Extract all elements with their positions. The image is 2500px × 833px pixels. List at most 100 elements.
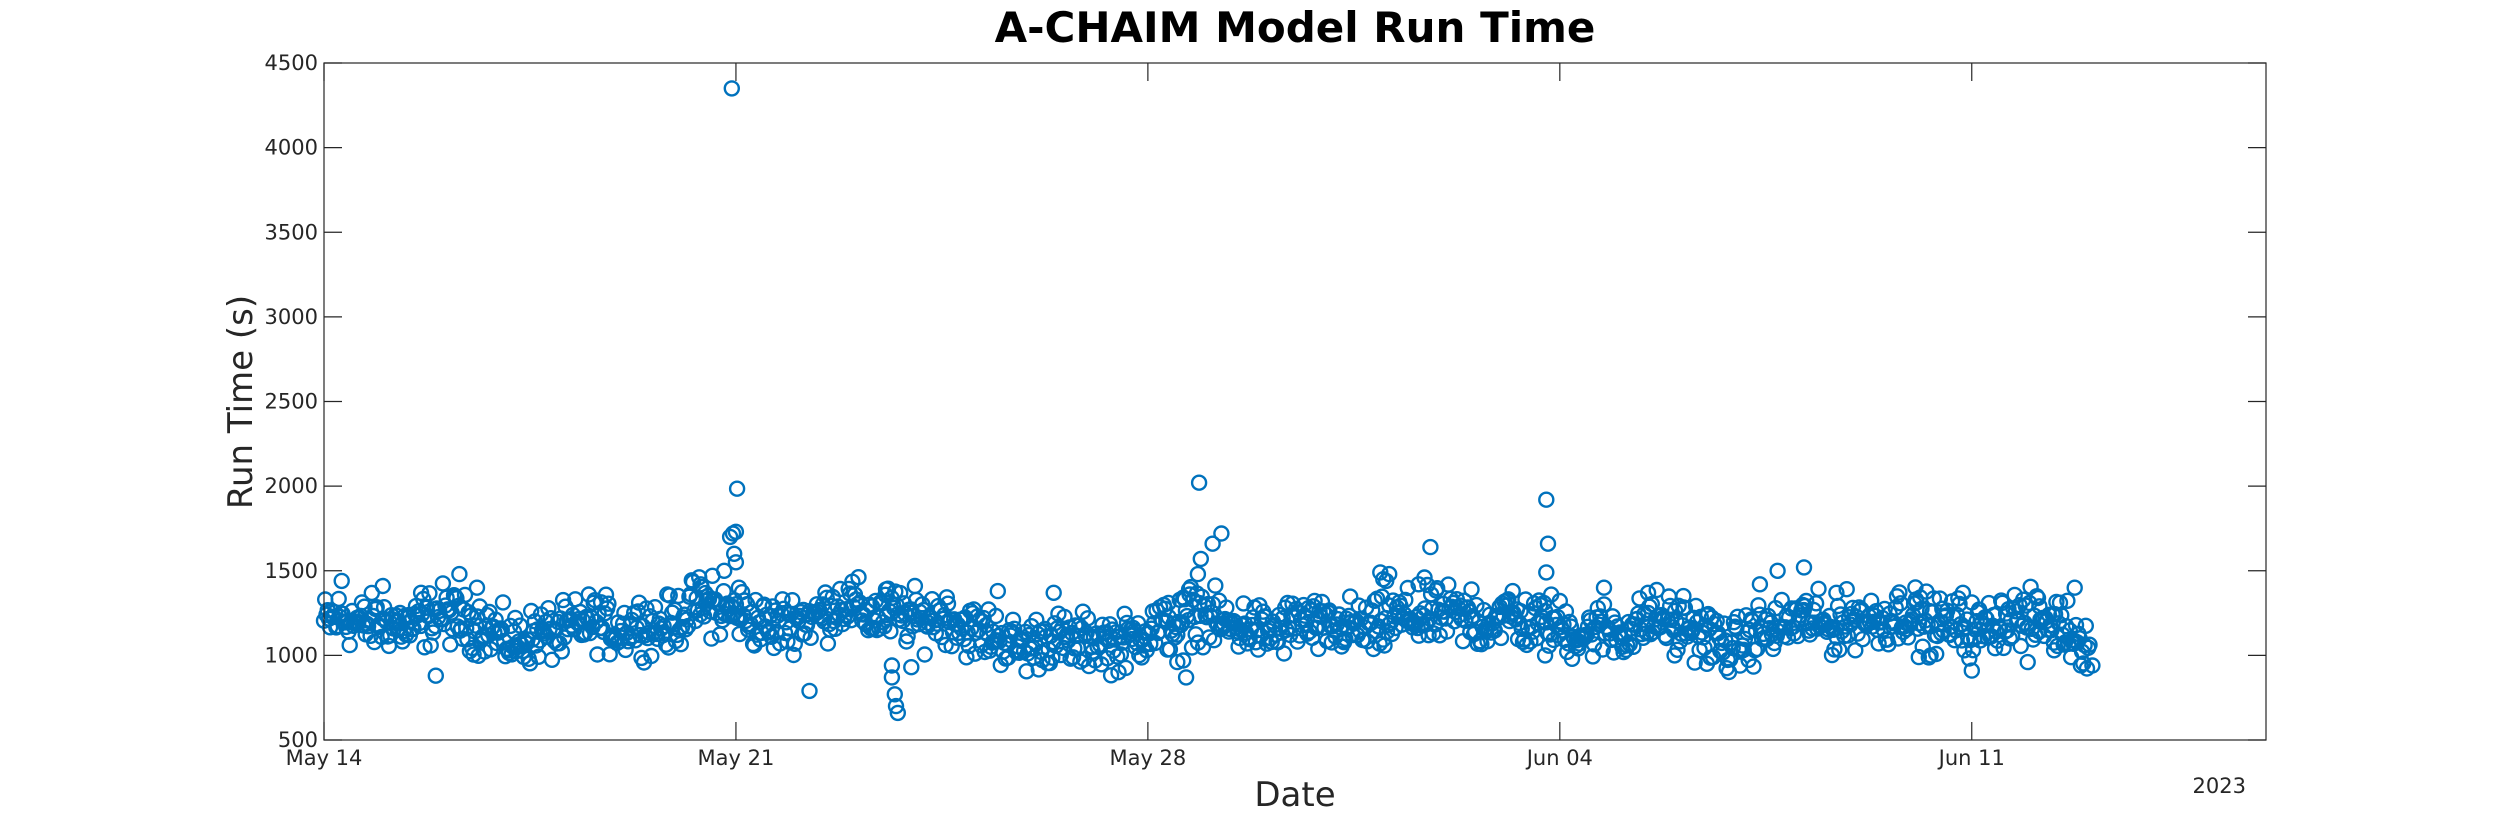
data-point <box>1750 597 1767 614</box>
data-point <box>1751 576 1769 593</box>
data-point <box>1102 667 1120 684</box>
data-point <box>1538 564 1555 581</box>
data-point <box>2081 636 2098 653</box>
data-point <box>1639 584 1657 601</box>
data-point <box>958 649 975 666</box>
data-point <box>1235 595 1252 612</box>
data-point <box>1146 634 1164 652</box>
data-point <box>1341 588 1359 605</box>
x-tick-label: May 14 <box>286 746 363 770</box>
data-point <box>1922 647 1939 664</box>
data-point <box>1887 599 1904 616</box>
data-point <box>523 602 540 620</box>
data-point <box>512 617 529 634</box>
data-point <box>1585 636 1603 653</box>
data-point <box>1907 591 1925 608</box>
data-point <box>1724 639 1741 657</box>
data-point <box>1177 669 1195 686</box>
data-point <box>2066 579 2083 596</box>
data-point <box>333 572 350 590</box>
data-point <box>1428 580 1446 597</box>
data-point <box>589 646 606 663</box>
data-point <box>1504 582 1521 600</box>
data-point <box>374 577 391 595</box>
data-point <box>2059 592 2076 609</box>
x-tick-label: Jun 11 <box>1937 746 2005 770</box>
data-point <box>468 579 486 596</box>
data-point <box>850 569 867 586</box>
data-point <box>785 646 802 664</box>
data-point <box>802 629 819 646</box>
year-label: 2023 <box>2193 774 2246 798</box>
data-point <box>882 623 899 640</box>
data-point <box>1123 630 1141 648</box>
data-point <box>1545 631 1562 649</box>
data-point <box>1773 591 1790 609</box>
data-point <box>1160 594 1177 612</box>
x-axis-label: Date <box>1254 775 1335 815</box>
x-axis-ticks: May 14 May 21 May 28 Jun 04 Jun 11 <box>286 63 2005 770</box>
data-point <box>1954 584 1972 601</box>
data-point <box>1838 581 1855 598</box>
data-point <box>1492 629 1510 647</box>
data-point <box>1230 638 1247 655</box>
data-point <box>2001 630 2019 647</box>
data-points <box>315 80 2101 722</box>
data-point <box>1595 579 1613 596</box>
data-point <box>1594 641 1611 658</box>
data-point <box>661 587 678 604</box>
data-point <box>889 704 906 722</box>
data-point <box>556 629 573 646</box>
data-point <box>1643 595 1661 613</box>
data-point <box>906 577 924 595</box>
data-point <box>421 585 438 602</box>
data-point <box>2051 594 2069 611</box>
data-point <box>832 580 849 598</box>
data-point <box>600 595 617 612</box>
data-point <box>462 607 480 624</box>
data-point <box>692 576 709 593</box>
data-point <box>1831 641 1848 658</box>
data-point <box>434 575 452 592</box>
data-point <box>801 682 818 700</box>
data-point <box>711 626 729 643</box>
data-point <box>601 646 618 663</box>
data-point <box>1052 646 1070 664</box>
data-point <box>1190 474 1208 491</box>
data-point <box>899 628 916 645</box>
y-tick-label: 2000 <box>265 474 318 498</box>
data-point <box>2057 618 2075 635</box>
y-tick-label: 3000 <box>265 305 318 329</box>
data-point <box>2077 617 2095 634</box>
data-point <box>1189 565 1207 583</box>
data-point <box>1847 642 1864 659</box>
data-point <box>1377 572 1395 590</box>
data-point <box>728 480 746 497</box>
data-point <box>819 635 837 652</box>
data-point <box>1207 577 1224 594</box>
y-axis-ticks: 500 1000 1500 2000 2500 3000 3500 4000 4500 <box>265 51 2266 752</box>
data-point <box>1692 608 1710 625</box>
data-point <box>1986 640 2004 657</box>
data-point <box>1810 580 1827 597</box>
data-point <box>776 624 794 642</box>
data-point <box>1920 649 1938 666</box>
data-point <box>451 565 468 583</box>
data-point <box>2003 628 2021 645</box>
plot-area: May 14 May 21 May 28 Jun 04 Jun 11 500 1000 15… <box>265 51 2267 770</box>
y-tick-label: 500 <box>278 728 318 752</box>
data-point <box>1925 590 1943 607</box>
data-point <box>886 686 903 703</box>
data-point <box>672 636 689 653</box>
data-point <box>903 659 920 676</box>
data-point <box>1275 645 1293 662</box>
chart-title: A-CHAIM Model Run Time <box>995 3 1596 52</box>
data-point <box>1539 535 1557 552</box>
data-point <box>1828 584 1845 601</box>
y-tick-label: 1000 <box>265 643 318 667</box>
data-point <box>627 632 644 649</box>
data-point <box>730 579 748 596</box>
data-point <box>818 589 835 606</box>
data-point <box>1876 600 1893 618</box>
data-point <box>1169 653 1186 671</box>
